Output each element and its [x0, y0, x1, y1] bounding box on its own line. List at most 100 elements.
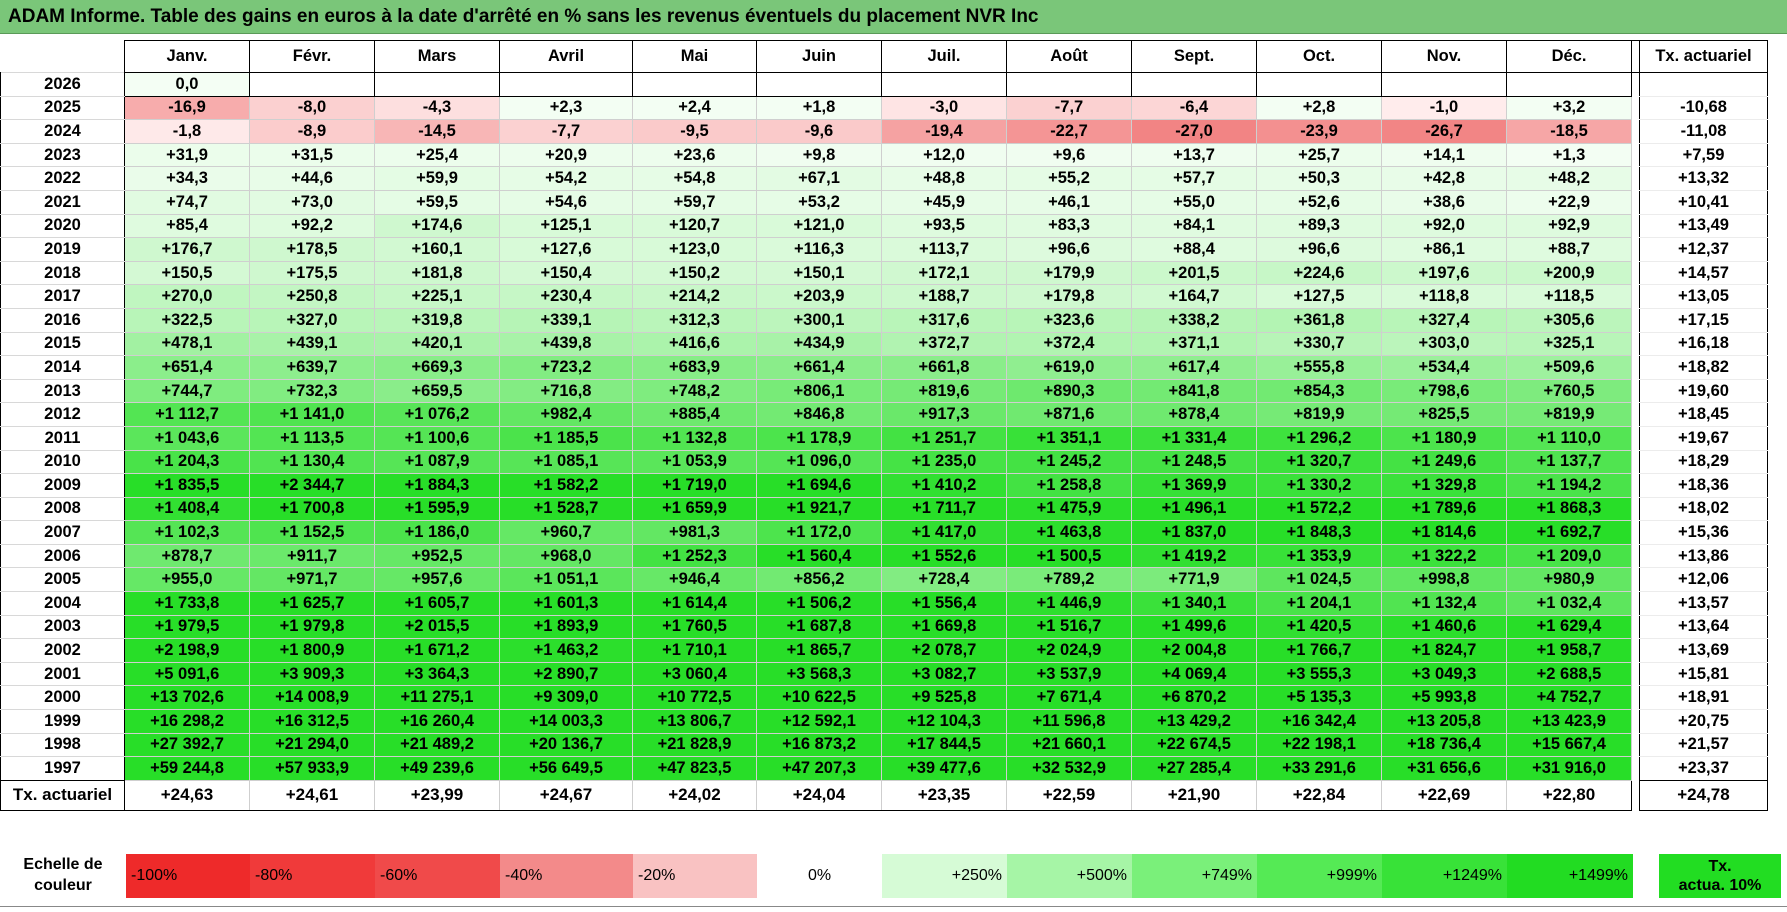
- year-cell: 1997: [0, 756, 125, 781]
- legend-swatch: +250%: [882, 854, 1007, 898]
- gain-cell: +123,0: [632, 237, 757, 262]
- gain-cell: +509,6: [1506, 355, 1632, 380]
- legend-label-line2: couleur: [34, 877, 92, 894]
- gain-cell: +639,7: [249, 355, 375, 380]
- gain-cell: +1 296,2: [1256, 425, 1382, 451]
- gain-cell: +16 342,4: [1256, 709, 1382, 734]
- gain-cell: +1 186,0: [374, 520, 500, 545]
- legend-label-line1: Echelle de: [23, 856, 103, 873]
- gain-cell: +31 916,0: [1506, 756, 1632, 781]
- gain-cell: +1 185,5: [499, 425, 633, 451]
- gain-cell: +88,4: [1131, 237, 1257, 262]
- gains-table: Janv. Févr. Mars Avril Mai Juin Juil. Août Sept.…: [0, 40, 1768, 811]
- gain-cell: +56 649,5: [499, 756, 633, 781]
- gain-cell: +74,7: [124, 189, 250, 215]
- bottom-divider: [0, 906, 1787, 907]
- gain-cell: +25,4: [374, 142, 500, 168]
- gain-cell: +1 516,7: [1006, 614, 1132, 640]
- gain-cell: +1 499,6: [1131, 614, 1257, 640]
- gain-cell: +44,6: [249, 166, 375, 191]
- year-cell: 2009: [0, 473, 125, 498]
- actuarial-cell: +18,02: [1639, 496, 1768, 522]
- year-cell: 2003: [0, 614, 125, 640]
- gain-cell: +1 446,9: [1006, 591, 1132, 616]
- year-cell: 2010: [0, 449, 125, 475]
- table-row: 1998 +27 392,7 +21 294,0 +21 489,2 +20 136,7…: [0, 732, 1768, 758]
- column-gap: [1631, 261, 1640, 285]
- footer-actuarial-value: +24,61: [249, 779, 375, 811]
- gain-cell: +303,0: [1381, 331, 1507, 357]
- gain-cell: -8,0: [249, 95, 375, 121]
- actuarial-cell: +18,82: [1639, 355, 1768, 380]
- gain-cell: +92,0: [1381, 213, 1507, 239]
- gain-cell: +12,0: [881, 142, 1007, 168]
- actuarial-cell: +17,15: [1639, 307, 1768, 333]
- gain-cell: -7,7: [499, 119, 633, 144]
- gain-cell: +2 890,7: [499, 661, 633, 687]
- gain-cell: +27 285,4: [1131, 756, 1257, 781]
- gain-cell: +1 249,6: [1381, 449, 1507, 475]
- gain-cell: -9,6: [756, 119, 882, 144]
- table-row: 2001 +5 091,6 +3 909,3 +3 364,3 +2 890,7 +3 0…: [0, 661, 1768, 687]
- column-gap: [1631, 520, 1640, 545]
- gain-cell: +3 082,7: [881, 661, 1007, 687]
- gain-cell: +55,2: [1006, 166, 1132, 191]
- gain-cell: +174,6: [374, 213, 500, 239]
- year-cell: 2004: [0, 591, 125, 616]
- actuarial-footer-row: Tx. actuariel +24,63 +24,61 +23,99 +24,67 +24…: [0, 779, 1768, 811]
- gain-cell: +1 113,5: [249, 425, 375, 451]
- table-row: 2024 -1,8 -8,9 -14,5 -7,7 -9,5 -9,6 -19,4 -22,7-…: [0, 119, 1768, 144]
- column-gap: [1631, 379, 1640, 403]
- gain-cell: +23,6: [632, 142, 757, 168]
- actuarial-cell: +12,06: [1639, 567, 1768, 593]
- gain-cell: +1 824,7: [1381, 638, 1507, 663]
- gain-cell: +201,5: [1131, 260, 1257, 286]
- column-gap: [1631, 332, 1640, 356]
- year-cell: 2007: [0, 520, 125, 545]
- legend-swatch: +999%: [1257, 854, 1382, 898]
- actuarial-header: Tx. actuariel: [1639, 40, 1768, 73]
- gain-cell: [881, 72, 1007, 97]
- gain-cell: +878,4: [1131, 402, 1257, 427]
- gain-cell: +175,5: [249, 260, 375, 286]
- gain-cell: +1 460,6: [1381, 614, 1507, 640]
- actuarial-cell: +10,41: [1639, 189, 1768, 215]
- column-gap: [1631, 450, 1640, 474]
- gain-cell: +1 979,8: [249, 614, 375, 640]
- gain-cell: +1 669,8: [881, 614, 1007, 640]
- gain-cell: +57 933,9: [249, 756, 375, 781]
- gain-cell: +1 572,2: [1256, 496, 1382, 522]
- gain-cell: +179,8: [1006, 284, 1132, 309]
- gain-cell: +555,8: [1256, 355, 1382, 380]
- gain-cell: +1 710,1: [632, 638, 757, 663]
- column-gap: [1631, 143, 1640, 167]
- gain-cell: +150,5: [124, 260, 250, 286]
- column-gap: [1631, 426, 1640, 450]
- gain-cell: +917,3: [881, 402, 1007, 427]
- table-row: 2002 +2 198,9 +1 800,9 +1 671,2 +1 463,2 +1 7…: [0, 638, 1768, 663]
- gain-cell: +16 312,5: [249, 709, 375, 734]
- footer-actuarial-value: +22,59: [1006, 779, 1132, 811]
- gain-cell: +361,8: [1256, 307, 1382, 333]
- gain-cell: +54,2: [499, 166, 633, 191]
- gain-cell: +1 671,2: [374, 638, 500, 663]
- table-row: 2026 0,0: [0, 72, 1768, 97]
- gain-cell: +57,7: [1131, 166, 1257, 191]
- gain-cell: -3,0: [881, 95, 1007, 121]
- gain-cell: +952,5: [374, 543, 500, 569]
- gain-cell: +2 688,5: [1506, 661, 1632, 687]
- gain-cell: +9 309,0: [499, 685, 633, 711]
- year-cell: 2020: [0, 213, 125, 239]
- table-row: 2003 +1 979,5 +1 979,8 +2 015,5 +1 893,9 +1 7…: [0, 614, 1768, 640]
- gain-cell: +22 198,1: [1256, 732, 1382, 758]
- actuarial-cell: +13,05: [1639, 284, 1768, 309]
- gain-cell: +5 993,8: [1381, 685, 1507, 711]
- gain-cell: +14 003,3: [499, 709, 633, 734]
- gain-cell: +1 351,1: [1006, 425, 1132, 451]
- gain-cell: +150,2: [632, 260, 757, 286]
- column-gap: [1631, 166, 1640, 191]
- gain-cell: +1 053,9: [632, 449, 757, 475]
- gain-cell: -1,8: [124, 119, 250, 144]
- legend-swatch: +1249%: [1382, 854, 1507, 898]
- gain-cell: +203,9: [756, 284, 882, 309]
